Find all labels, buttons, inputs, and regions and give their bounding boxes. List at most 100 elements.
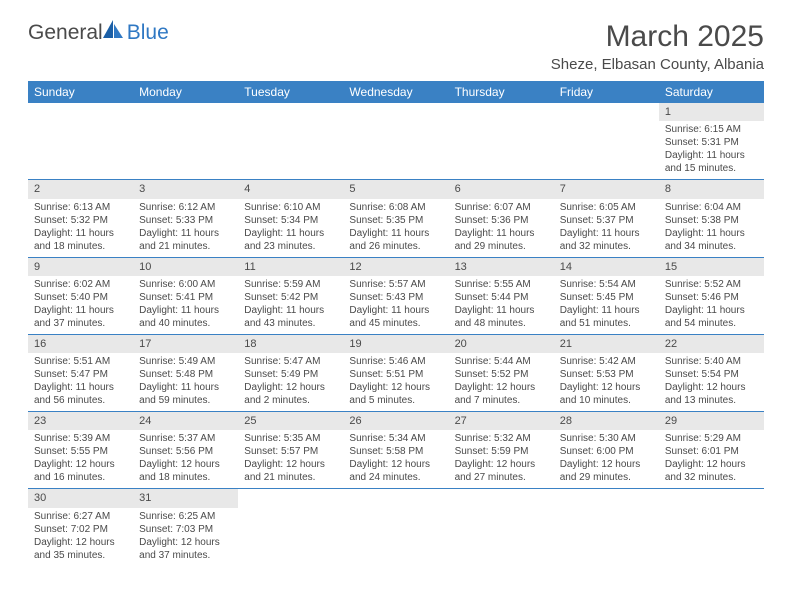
day-sunrise: Sunrise: 6:08 AM xyxy=(349,201,442,214)
day-sunset: Sunset: 5:37 PM xyxy=(560,214,653,227)
day-daylight: Daylight: 11 hours and 15 minutes. xyxy=(665,149,758,175)
day-content: Sunrise: 5:42 AMSunset: 5:53 PMDaylight:… xyxy=(554,353,659,411)
calendar-cell: 12Sunrise: 5:57 AMSunset: 5:43 PMDayligh… xyxy=(343,257,448,334)
day-content: Sunrise: 5:44 AMSunset: 5:52 PMDaylight:… xyxy=(449,353,554,411)
weekday-header: Sunday xyxy=(28,81,133,103)
day-sunset: Sunset: 5:46 PM xyxy=(665,291,758,304)
weekday-header: Monday xyxy=(133,81,238,103)
day-sunset: Sunset: 7:02 PM xyxy=(34,523,127,536)
day-number: 19 xyxy=(343,335,448,353)
day-number: 16 xyxy=(28,335,133,353)
logo-sail-icon xyxy=(103,20,125,45)
day-content: Sunrise: 6:13 AMSunset: 5:32 PMDaylight:… xyxy=(28,199,133,257)
day-content: Sunrise: 6:10 AMSunset: 5:34 PMDaylight:… xyxy=(238,199,343,257)
day-number: 24 xyxy=(133,412,238,430)
calendar-cell xyxy=(554,489,659,566)
day-number: 18 xyxy=(238,335,343,353)
day-sunset: Sunset: 5:42 PM xyxy=(244,291,337,304)
day-sunset: Sunset: 5:47 PM xyxy=(34,368,127,381)
day-number: 31 xyxy=(133,489,238,507)
day-content: Sunrise: 5:40 AMSunset: 5:54 PMDaylight:… xyxy=(659,353,764,411)
day-number: 14 xyxy=(554,258,659,276)
calendar-table: SundayMondayTuesdayWednesdayThursdayFrid… xyxy=(28,81,764,566)
day-daylight: Daylight: 11 hours and 29 minutes. xyxy=(455,227,548,253)
calendar-cell xyxy=(449,103,554,180)
month-title: March 2025 xyxy=(551,20,764,54)
calendar-cell xyxy=(449,489,554,566)
day-number: 15 xyxy=(659,258,764,276)
day-daylight: Daylight: 11 hours and 26 minutes. xyxy=(349,227,442,253)
day-sunset: Sunset: 5:49 PM xyxy=(244,368,337,381)
day-sunrise: Sunrise: 5:40 AM xyxy=(665,355,758,368)
calendar-cell: 15Sunrise: 5:52 AMSunset: 5:46 PMDayligh… xyxy=(659,257,764,334)
calendar-cell: 7Sunrise: 6:05 AMSunset: 5:37 PMDaylight… xyxy=(554,180,659,257)
day-daylight: Daylight: 11 hours and 45 minutes. xyxy=(349,304,442,330)
calendar-cell: 25Sunrise: 5:35 AMSunset: 5:57 PMDayligh… xyxy=(238,412,343,489)
day-content: Sunrise: 6:12 AMSunset: 5:33 PMDaylight:… xyxy=(133,199,238,257)
day-daylight: Daylight: 12 hours and 18 minutes. xyxy=(139,458,232,484)
day-number: 23 xyxy=(28,412,133,430)
day-sunrise: Sunrise: 6:10 AM xyxy=(244,201,337,214)
calendar-cell: 24Sunrise: 5:37 AMSunset: 5:56 PMDayligh… xyxy=(133,412,238,489)
day-sunrise: Sunrise: 5:55 AM xyxy=(455,278,548,291)
day-sunset: Sunset: 6:00 PM xyxy=(560,445,653,458)
calendar-cell xyxy=(28,103,133,180)
weekday-header: Wednesday xyxy=(343,81,448,103)
day-daylight: Daylight: 12 hours and 29 minutes. xyxy=(560,458,653,484)
day-number: 20 xyxy=(449,335,554,353)
day-daylight: Daylight: 11 hours and 21 minutes. xyxy=(139,227,232,253)
calendar-cell: 21Sunrise: 5:42 AMSunset: 5:53 PMDayligh… xyxy=(554,334,659,411)
day-number: 4 xyxy=(238,180,343,198)
calendar-cell: 9Sunrise: 6:02 AMSunset: 5:40 PMDaylight… xyxy=(28,257,133,334)
day-sunrise: Sunrise: 5:59 AM xyxy=(244,278,337,291)
day-daylight: Daylight: 11 hours and 59 minutes. xyxy=(139,381,232,407)
day-number: 30 xyxy=(28,489,133,507)
day-sunset: Sunset: 5:44 PM xyxy=(455,291,548,304)
day-content: Sunrise: 5:32 AMSunset: 5:59 PMDaylight:… xyxy=(449,430,554,488)
day-sunrise: Sunrise: 5:34 AM xyxy=(349,432,442,445)
day-sunset: Sunset: 7:03 PM xyxy=(139,523,232,536)
day-sunrise: Sunrise: 5:51 AM xyxy=(34,355,127,368)
calendar-cell: 31Sunrise: 6:25 AMSunset: 7:03 PMDayligh… xyxy=(133,489,238,566)
day-sunrise: Sunrise: 5:44 AM xyxy=(455,355,548,368)
day-sunset: Sunset: 5:38 PM xyxy=(665,214,758,227)
day-sunset: Sunset: 5:31 PM xyxy=(665,136,758,149)
weekday-header: Tuesday xyxy=(238,81,343,103)
calendar-cell: 6Sunrise: 6:07 AMSunset: 5:36 PMDaylight… xyxy=(449,180,554,257)
day-content: Sunrise: 5:59 AMSunset: 5:42 PMDaylight:… xyxy=(238,276,343,334)
day-content: Sunrise: 5:35 AMSunset: 5:57 PMDaylight:… xyxy=(238,430,343,488)
day-sunset: Sunset: 5:53 PM xyxy=(560,368,653,381)
day-daylight: Daylight: 12 hours and 13 minutes. xyxy=(665,381,758,407)
day-daylight: Daylight: 12 hours and 16 minutes. xyxy=(34,458,127,484)
calendar-cell: 13Sunrise: 5:55 AMSunset: 5:44 PMDayligh… xyxy=(449,257,554,334)
day-number: 25 xyxy=(238,412,343,430)
day-sunrise: Sunrise: 5:52 AM xyxy=(665,278,758,291)
day-sunrise: Sunrise: 5:47 AM xyxy=(244,355,337,368)
day-daylight: Daylight: 11 hours and 43 minutes. xyxy=(244,304,337,330)
location: Sheze, Elbasan County, Albania xyxy=(551,56,764,73)
calendar-cell: 14Sunrise: 5:54 AMSunset: 5:45 PMDayligh… xyxy=(554,257,659,334)
day-content: Sunrise: 6:05 AMSunset: 5:37 PMDaylight:… xyxy=(554,199,659,257)
day-number: 29 xyxy=(659,412,764,430)
calendar-cell xyxy=(133,103,238,180)
day-content: Sunrise: 6:00 AMSunset: 5:41 PMDaylight:… xyxy=(133,276,238,334)
calendar-cell: 30Sunrise: 6:27 AMSunset: 7:02 PMDayligh… xyxy=(28,489,133,566)
day-content: Sunrise: 6:08 AMSunset: 5:35 PMDaylight:… xyxy=(343,199,448,257)
day-daylight: Daylight: 12 hours and 35 minutes. xyxy=(34,536,127,562)
day-sunset: Sunset: 5:32 PM xyxy=(34,214,127,227)
day-content: Sunrise: 5:46 AMSunset: 5:51 PMDaylight:… xyxy=(343,353,448,411)
day-number: 1 xyxy=(659,103,764,121)
day-number: 27 xyxy=(449,412,554,430)
day-content: Sunrise: 6:04 AMSunset: 5:38 PMDaylight:… xyxy=(659,199,764,257)
calendar-row: 9Sunrise: 6:02 AMSunset: 5:40 PMDaylight… xyxy=(28,257,764,334)
day-content: Sunrise: 5:49 AMSunset: 5:48 PMDaylight:… xyxy=(133,353,238,411)
day-daylight: Daylight: 12 hours and 7 minutes. xyxy=(455,381,548,407)
day-sunrise: Sunrise: 6:15 AM xyxy=(665,123,758,136)
calendar-cell: 8Sunrise: 6:04 AMSunset: 5:38 PMDaylight… xyxy=(659,180,764,257)
day-sunset: Sunset: 5:41 PM xyxy=(139,291,232,304)
calendar-cell: 4Sunrise: 6:10 AMSunset: 5:34 PMDaylight… xyxy=(238,180,343,257)
calendar-cell: 19Sunrise: 5:46 AMSunset: 5:51 PMDayligh… xyxy=(343,334,448,411)
calendar-cell xyxy=(343,489,448,566)
day-daylight: Daylight: 11 hours and 34 minutes. xyxy=(665,227,758,253)
calendar-cell: 17Sunrise: 5:49 AMSunset: 5:48 PMDayligh… xyxy=(133,334,238,411)
